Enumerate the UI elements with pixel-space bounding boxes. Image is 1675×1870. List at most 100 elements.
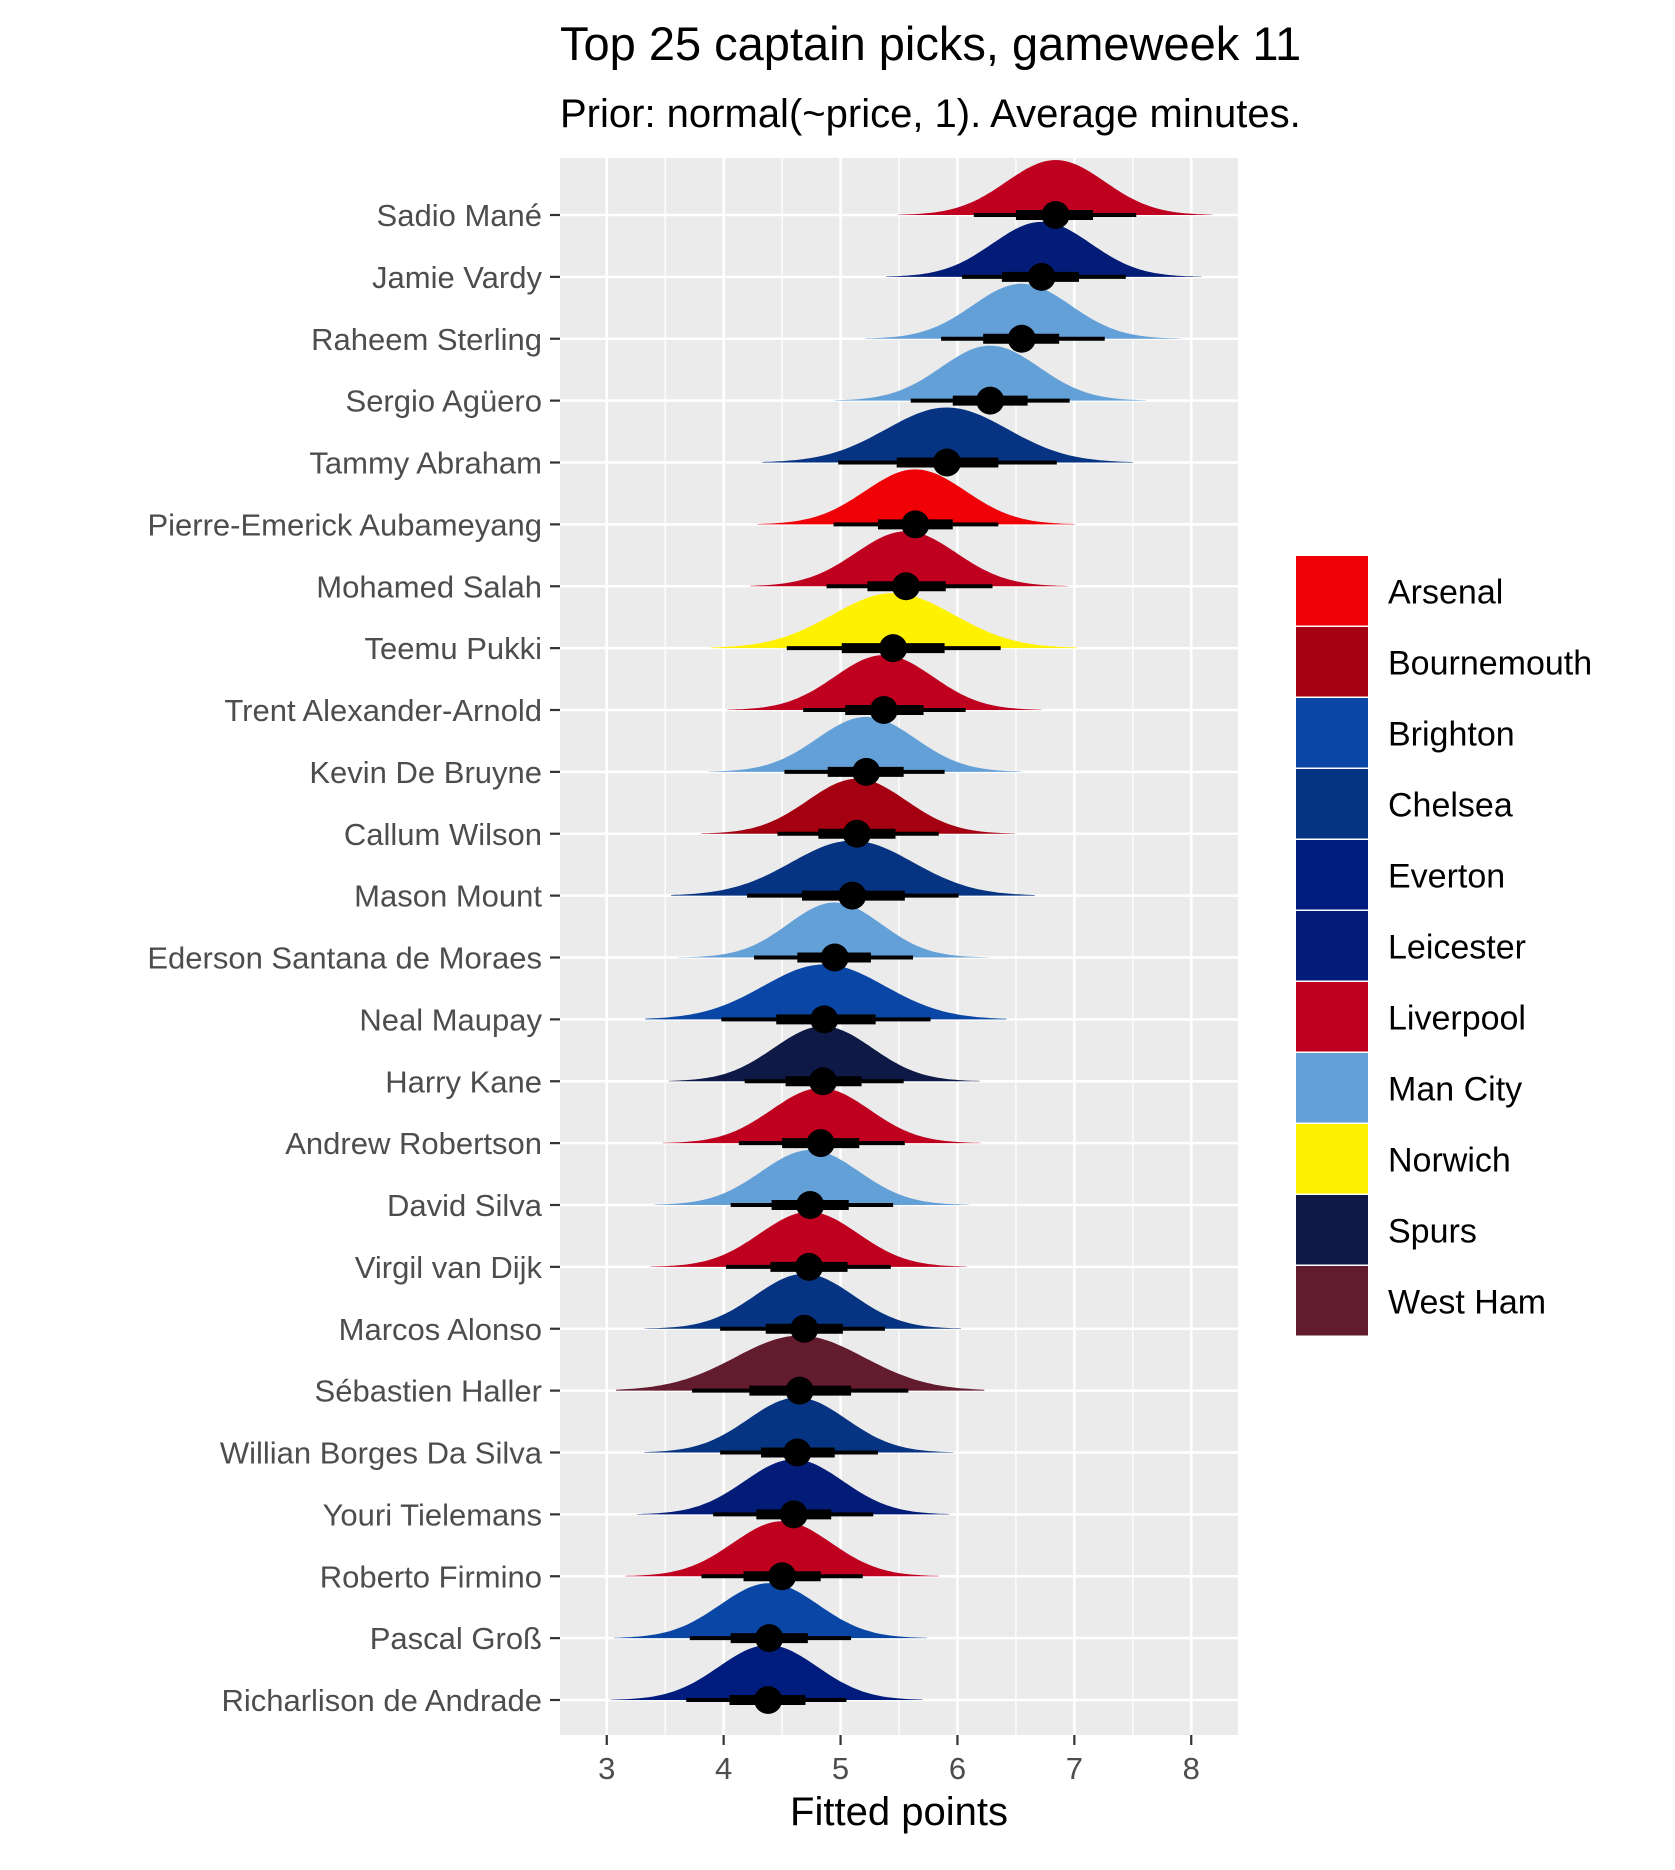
legend-label: Everton bbox=[1388, 858, 1505, 896]
x-axis: 3 4 5 6 7 8 bbox=[598, 1735, 1200, 1786]
y-tick-label: Richarlison de Andrade bbox=[221, 1683, 542, 1718]
y-axis: Sadio Mané Jamie Vardy Raheem Sterling Serg… bbox=[147, 198, 560, 1718]
legend-key bbox=[1296, 1266, 1368, 1336]
median-point bbox=[783, 1438, 812, 1467]
density-18 bbox=[650, 1211, 967, 1267]
median-point bbox=[779, 1500, 808, 1529]
density-1 bbox=[897, 160, 1213, 215]
median-point bbox=[785, 1376, 814, 1405]
density-layer bbox=[610, 160, 1213, 1700]
legend-key bbox=[1296, 840, 1368, 910]
y-tick-label: Roberto Firmino bbox=[320, 1559, 542, 1594]
median-point bbox=[796, 1191, 825, 1219]
density-4 bbox=[834, 345, 1146, 401]
legend-key bbox=[1296, 698, 1368, 768]
legend-label: Spurs bbox=[1388, 1213, 1477, 1251]
legend-key bbox=[1296, 911, 1368, 981]
legend-key bbox=[1296, 769, 1368, 839]
legend-key bbox=[1296, 1195, 1368, 1265]
density-2 bbox=[886, 221, 1202, 277]
median-point bbox=[754, 1686, 783, 1714]
y-tick-label: Willian Borges Da Silva bbox=[220, 1436, 543, 1471]
y-tick-label: Pascal Groß bbox=[370, 1621, 542, 1656]
median-point bbox=[852, 757, 881, 786]
x-tick-label: 5 bbox=[832, 1751, 849, 1786]
y-tick-label: Andrew Robertson bbox=[285, 1126, 542, 1161]
median-point bbox=[768, 1562, 797, 1591]
y-tick-label: Pierre-Emerick Aubameyang bbox=[147, 507, 542, 542]
y-tick-label: Trent Alexander-Arnold bbox=[224, 693, 542, 728]
y-tick-label: Raheem Sterling bbox=[311, 322, 542, 357]
median-point bbox=[820, 943, 849, 972]
density-11 bbox=[701, 778, 1015, 834]
median-point bbox=[869, 696, 898, 724]
y-tick-label: Ederson Santana de Moraes bbox=[147, 941, 542, 976]
legend-label: Man City bbox=[1388, 1071, 1522, 1109]
x-axis-title: Fitted points bbox=[790, 1790, 1008, 1834]
density-17 bbox=[654, 1150, 970, 1205]
y-tick-label: Callum Wilson bbox=[344, 817, 542, 852]
y-tick-label: Marcos Alonso bbox=[339, 1312, 542, 1347]
median-point bbox=[794, 1252, 823, 1281]
median-point bbox=[809, 1067, 838, 1096]
density-22 bbox=[637, 1459, 950, 1515]
legend-label: Brighton bbox=[1388, 716, 1515, 754]
y-tick-label: Sergio Agüero bbox=[346, 384, 542, 419]
legend-label: Chelsea bbox=[1388, 787, 1513, 825]
median-point bbox=[932, 448, 961, 477]
interval-layer bbox=[686, 201, 1137, 1714]
density-24 bbox=[613, 1583, 928, 1639]
y-tick-label: Jamie Vardy bbox=[372, 260, 542, 295]
legend-key bbox=[1296, 982, 1368, 1052]
legend-label: Arsenal bbox=[1388, 574, 1503, 612]
density-3 bbox=[865, 283, 1181, 339]
legend-key bbox=[1296, 627, 1368, 697]
y-tick-label: Tammy Abraham bbox=[309, 446, 542, 481]
density-13 bbox=[678, 902, 989, 958]
y-tick-label: Kevin De Bruyne bbox=[309, 755, 542, 790]
median-point bbox=[838, 881, 867, 910]
density-9 bbox=[727, 655, 1042, 710]
density-5 bbox=[762, 407, 1133, 463]
y-tick-label: David Silva bbox=[387, 1188, 543, 1223]
density-21 bbox=[644, 1397, 954, 1453]
median-point bbox=[842, 819, 871, 848]
density-19 bbox=[644, 1273, 961, 1329]
y-tick-label: Mason Mount bbox=[354, 879, 542, 914]
median-point bbox=[1027, 262, 1056, 291]
median-point bbox=[879, 634, 908, 663]
legend-label: West Ham bbox=[1388, 1284, 1546, 1322]
legend-key bbox=[1296, 1124, 1368, 1194]
median-point bbox=[755, 1624, 784, 1653]
legend-label: Leicester bbox=[1388, 929, 1526, 967]
density-10 bbox=[708, 716, 1021, 772]
legend-key bbox=[1296, 556, 1368, 626]
x-tick-label: 7 bbox=[1066, 1751, 1083, 1786]
median-point bbox=[1041, 201, 1070, 229]
density-6 bbox=[757, 469, 1075, 525]
x-tick-label: 4 bbox=[715, 1751, 732, 1786]
density-23 bbox=[625, 1521, 939, 1577]
chart-subtitle: Prior: normal(~price, 1). Average minute… bbox=[560, 92, 1301, 136]
y-tick-label: Neal Maupay bbox=[359, 1002, 542, 1037]
median-point bbox=[806, 1129, 835, 1158]
median-point bbox=[810, 1005, 839, 1034]
density-8 bbox=[710, 593, 1077, 649]
median-point bbox=[976, 386, 1005, 415]
median-point bbox=[892, 572, 921, 601]
median-point bbox=[1007, 324, 1036, 353]
density-25 bbox=[610, 1645, 923, 1700]
legend-label: Liverpool bbox=[1388, 1000, 1526, 1038]
y-tick-label: Youri Tielemans bbox=[323, 1497, 542, 1532]
x-tick-label: 8 bbox=[1183, 1751, 1200, 1786]
y-tick-label: Teemu Pukki bbox=[365, 631, 542, 666]
density-15 bbox=[668, 1026, 980, 1082]
y-tick-label: Sébastien Haller bbox=[315, 1374, 542, 1409]
legend: Arsenal Bournemouth Brighton Chelsea Everton… bbox=[1296, 556, 1592, 1336]
y-tick-label: Mohamed Salah bbox=[316, 569, 542, 604]
density-20 bbox=[616, 1335, 985, 1391]
y-tick-label: Sadio Mané bbox=[377, 198, 542, 233]
y-tick-label: Harry Kane bbox=[385, 1064, 542, 1099]
density-14 bbox=[645, 964, 1007, 1020]
